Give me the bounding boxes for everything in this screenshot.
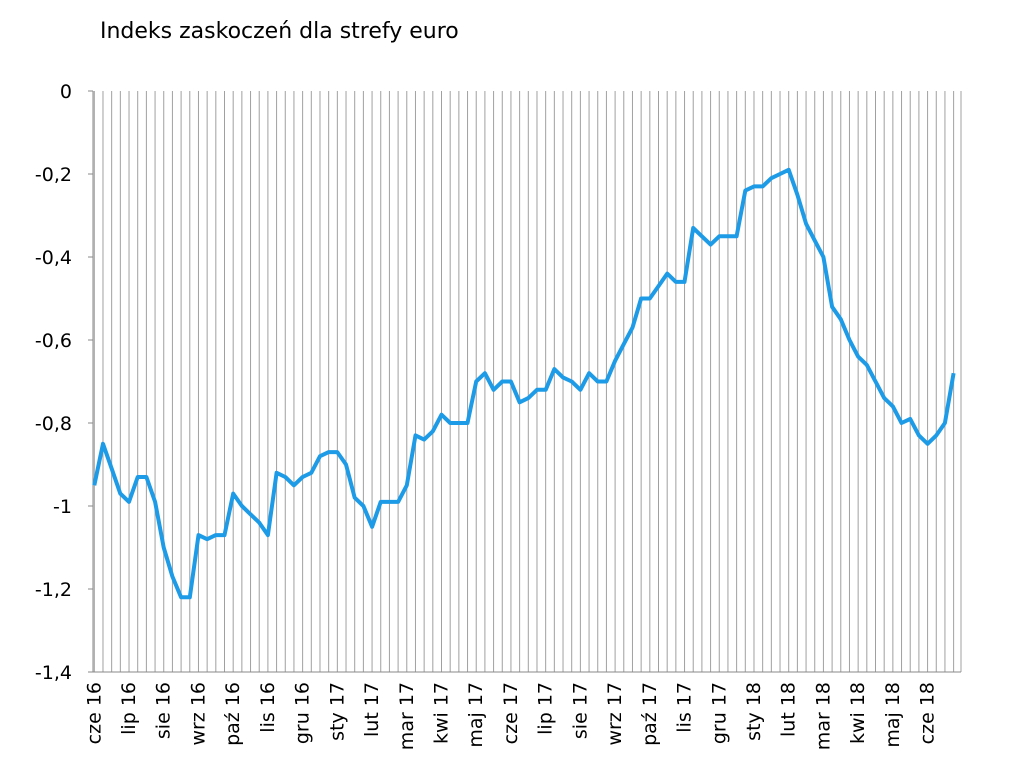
x-tick-label: mar 17 xyxy=(396,682,418,750)
x-tick-label: gru 16 xyxy=(292,682,314,744)
x-tick-label: kwi 18 xyxy=(847,682,869,744)
y-tick-label: -1,2 xyxy=(35,579,72,601)
y-tick-label: 0 xyxy=(60,81,72,103)
x-tick-label: sty 18 xyxy=(743,682,765,741)
data-line xyxy=(92,167,956,600)
x-tick-label: gru 17 xyxy=(708,682,730,744)
x-tick-label: wrz 17 xyxy=(604,682,626,746)
x-tick-label: cze 17 xyxy=(500,682,522,744)
x-tick-label: paź 16 xyxy=(222,682,244,746)
x-tick-label: cze 16 xyxy=(83,682,105,744)
y-tick-label: -0,4 xyxy=(35,247,72,269)
y-tick-label: -1 xyxy=(53,496,72,518)
x-tick-label: sie 17 xyxy=(569,682,591,739)
x-tick-label: lut 18 xyxy=(778,682,800,737)
x-tick-label: paź 17 xyxy=(639,682,661,746)
chart-title: Indeks zaskoczeń dla strefy euro xyxy=(100,19,459,44)
x-tick-label: sty 17 xyxy=(326,682,348,741)
x-tick-label: kwi 17 xyxy=(431,682,453,744)
x-tick-label: sie 16 xyxy=(153,682,175,739)
x-tick-label: cze 18 xyxy=(917,682,939,744)
x-tick-label: lip 17 xyxy=(535,682,557,735)
x-tick-label: lut 17 xyxy=(361,682,383,737)
x-tick-label: lis 17 xyxy=(674,682,696,733)
y-tick-label: -0,8 xyxy=(35,413,72,435)
x-tick-label: lis 16 xyxy=(257,682,279,733)
x-tick-label: maj 17 xyxy=(465,682,487,748)
y-tick-label: -0,2 xyxy=(35,164,72,186)
y-tick-label: -0,6 xyxy=(35,330,72,352)
x-tick-label: wrz 16 xyxy=(187,682,209,746)
x-tick-label: mar 18 xyxy=(812,682,834,750)
y-tick-label: -1,4 xyxy=(35,662,72,684)
x-tick-label: lip 16 xyxy=(118,682,140,735)
x-tick-label: maj 18 xyxy=(882,682,904,748)
